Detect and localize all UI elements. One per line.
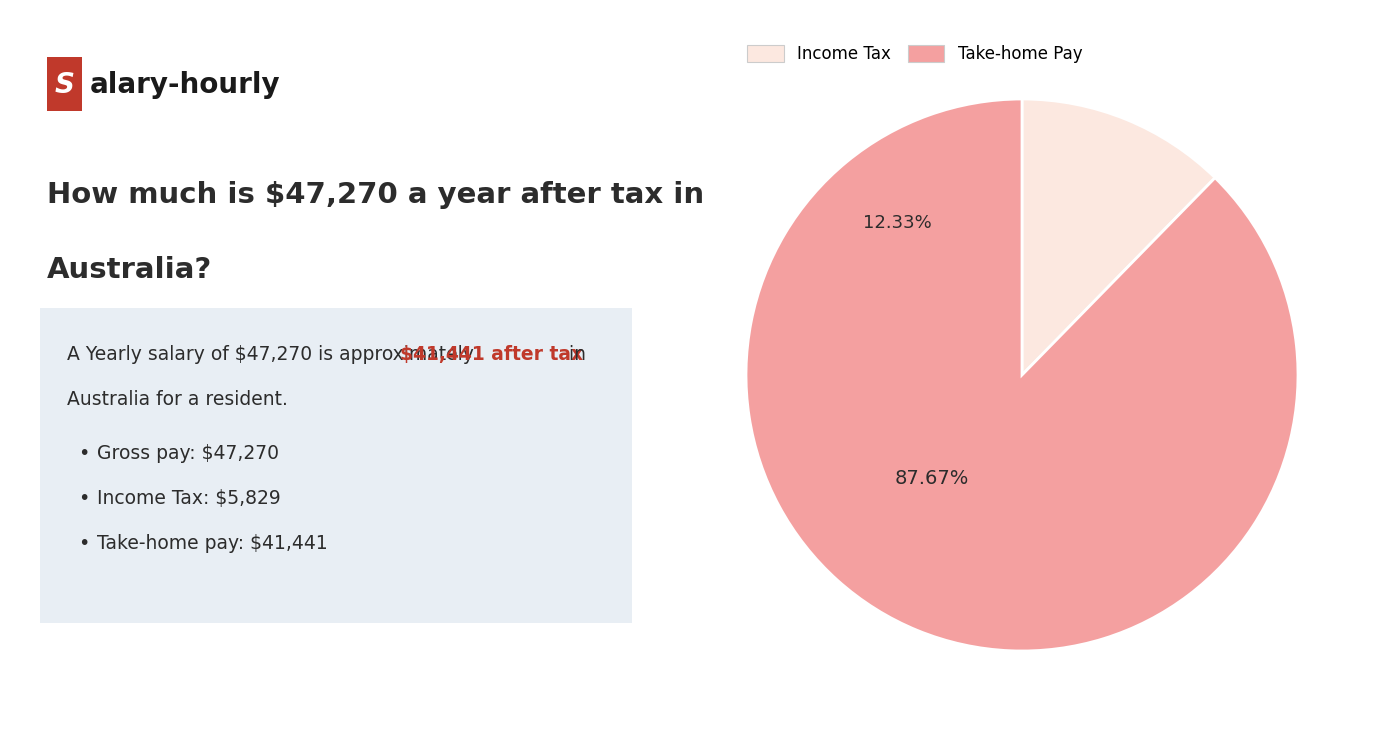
Text: $41,441 after tax: $41,441 after tax [400,345,582,364]
Legend: Income Tax, Take-home Pay: Income Tax, Take-home Pay [741,38,1089,70]
Wedge shape [746,99,1298,651]
Text: How much is $47,270 a year after tax in: How much is $47,270 a year after tax in [48,181,704,209]
Text: Australia?: Australia? [48,256,213,284]
FancyBboxPatch shape [41,308,631,622]
Text: •: • [78,534,90,554]
Text: S: S [55,70,74,99]
Text: •: • [78,444,90,464]
Text: 12.33%: 12.33% [864,214,932,232]
Text: Australia for a resident.: Australia for a resident. [67,390,288,410]
Text: alary-hourly: alary-hourly [90,70,280,99]
Text: Income Tax: $5,829: Income Tax: $5,829 [98,489,281,508]
Text: Gross pay: $47,270: Gross pay: $47,270 [98,444,280,464]
Text: 87.67%: 87.67% [895,469,969,488]
Text: A Yearly salary of $47,270 is approximately: A Yearly salary of $47,270 is approximat… [67,345,480,364]
Text: Take-home pay: $41,441: Take-home pay: $41,441 [98,534,328,554]
Text: in: in [563,345,587,364]
FancyBboxPatch shape [48,57,83,111]
Text: •: • [78,489,90,508]
Wedge shape [1022,99,1215,375]
